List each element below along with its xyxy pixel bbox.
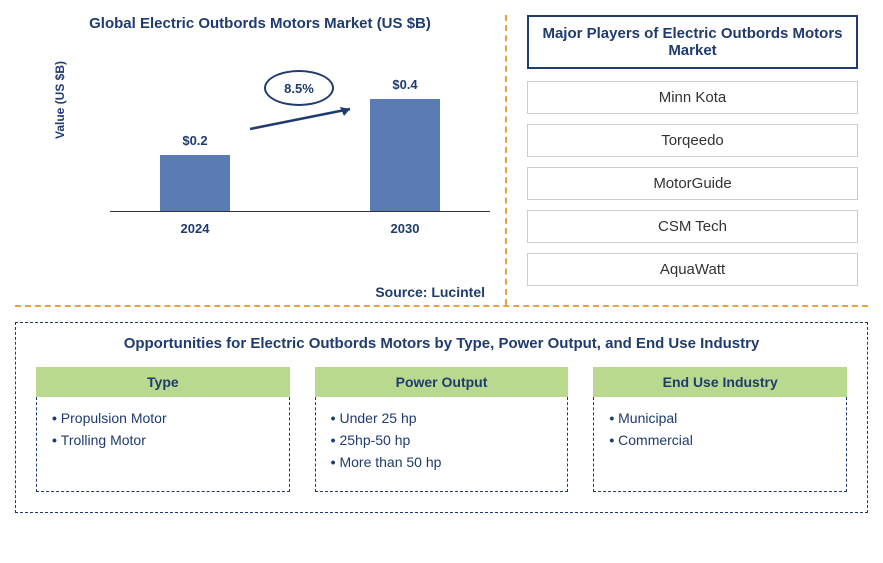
chart-area: Value (US $B) $0.2 2024 $0.4 2030 8.5% [65, 62, 505, 242]
category-end-use: End Use Industry Municipal Commercial [593, 367, 847, 492]
growth-arrow-icon [245, 104, 365, 134]
category-type: Type Propulsion Motor Trolling Motor [36, 367, 290, 492]
category-header: End Use Industry [593, 367, 847, 397]
chart-title: Global Electric Outbords Motors Market (… [15, 15, 505, 32]
infographic-container: Global Electric Outbords Motors Market (… [0, 0, 883, 563]
category-body: Municipal Commercial [593, 397, 847, 492]
top-section: Global Electric Outbords Motors Market (… [15, 15, 868, 305]
category-item: Propulsion Motor [52, 407, 274, 429]
horizontal-divider [15, 305, 868, 307]
growth-ellipse: 8.5% [264, 70, 334, 106]
category-item: Trolling Motor [52, 429, 274, 451]
category-power-output: Power Output Under 25 hp 25hp-50 hp More… [315, 367, 569, 492]
bar-label-2030: $0.4 [370, 77, 440, 92]
bar-2024: $0.2 2024 [160, 155, 230, 211]
opportunities-panel: Opportunities for Electric Outbords Moto… [15, 322, 868, 513]
growth-rate-label: 8.5% [284, 81, 314, 96]
category-header: Power Output [315, 367, 569, 397]
category-item: 25hp-50 hp [331, 429, 553, 451]
player-item: AquaWatt [527, 253, 858, 286]
players-title: Major Players of Electric Outbords Motor… [527, 15, 858, 69]
category-header: Type [36, 367, 290, 397]
category-body: Propulsion Motor Trolling Motor [36, 397, 290, 492]
category-item: More than 50 hp [331, 451, 553, 473]
bars-container: $0.2 2024 $0.4 2030 8.5% [110, 72, 490, 212]
bar-2030: $0.4 2030 [370, 99, 440, 211]
player-item: CSM Tech [527, 210, 858, 243]
player-item: Minn Kota [527, 81, 858, 114]
x-label-2024: 2024 [160, 221, 230, 236]
growth-annotation: 8.5% [264, 70, 334, 106]
opportunities-title: Opportunities for Electric Outbords Moto… [36, 335, 847, 352]
category-body: Under 25 hp 25hp-50 hp More than 50 hp [315, 397, 569, 492]
category-item: Commercial [609, 429, 831, 451]
x-label-2030: 2030 [370, 221, 440, 236]
category-item: Under 25 hp [331, 407, 553, 429]
player-item: MotorGuide [527, 167, 858, 200]
player-item: Torqeedo [527, 124, 858, 157]
bar-label-2024: $0.2 [160, 133, 230, 148]
players-panel: Major Players of Electric Outbords Motor… [507, 15, 868, 305]
chart-panel: Global Electric Outbords Motors Market (… [15, 15, 505, 305]
categories-row: Type Propulsion Motor Trolling Motor Pow… [36, 367, 847, 492]
y-axis-label: Value (US $B) [53, 61, 67, 139]
category-item: Municipal [609, 407, 831, 429]
source-label: Source: Lucintel [375, 284, 485, 300]
